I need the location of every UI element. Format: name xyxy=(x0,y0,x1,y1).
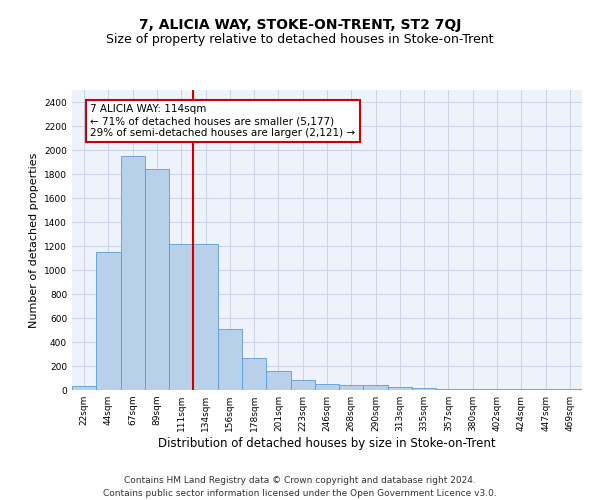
Text: Contains HM Land Registry data © Crown copyright and database right 2024.
Contai: Contains HM Land Registry data © Crown c… xyxy=(103,476,497,498)
Bar xyxy=(72,386,96,390)
Bar xyxy=(315,384,339,390)
Bar xyxy=(364,385,388,390)
Bar xyxy=(96,252,121,390)
Text: Size of property relative to detached houses in Stoke-on-Trent: Size of property relative to detached ho… xyxy=(106,32,494,46)
X-axis label: Distribution of detached houses by size in Stoke-on-Trent: Distribution of detached houses by size … xyxy=(158,437,496,450)
Bar xyxy=(266,372,290,390)
Y-axis label: Number of detached properties: Number of detached properties xyxy=(29,152,38,328)
Bar xyxy=(242,358,266,390)
Text: 7 ALICIA WAY: 114sqm
← 71% of detached houses are smaller (5,177)
29% of semi-de: 7 ALICIA WAY: 114sqm ← 71% of detached h… xyxy=(90,104,355,138)
Bar xyxy=(388,387,412,390)
Bar xyxy=(193,244,218,390)
Bar xyxy=(412,388,436,390)
Bar xyxy=(339,384,364,390)
Bar xyxy=(290,380,315,390)
Bar xyxy=(461,389,485,390)
Bar xyxy=(121,156,145,390)
Bar xyxy=(145,169,169,390)
Text: 7, ALICIA WAY, STOKE-ON-TRENT, ST2 7QJ: 7, ALICIA WAY, STOKE-ON-TRENT, ST2 7QJ xyxy=(139,18,461,32)
Bar xyxy=(218,329,242,390)
Bar xyxy=(485,389,509,390)
Bar xyxy=(169,244,193,390)
Bar xyxy=(436,389,461,390)
